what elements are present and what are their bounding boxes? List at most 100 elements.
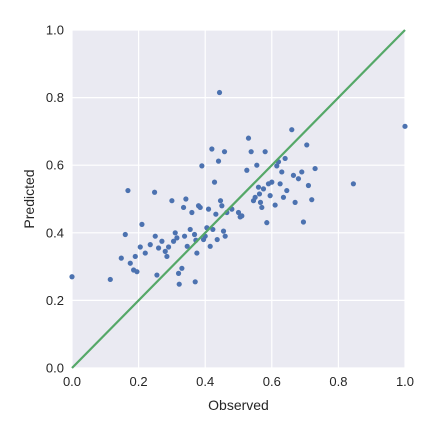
data-point [139, 221, 145, 227]
data-point [207, 243, 213, 249]
reference-line [71, 29, 406, 369]
data-point [211, 179, 218, 185]
data-point [289, 127, 295, 133]
data-point [155, 245, 162, 251]
data-point [122, 231, 128, 238]
data-point [179, 265, 185, 271]
y-axis-label: Predicted [21, 169, 37, 228]
data-point [254, 162, 260, 168]
data-point [154, 272, 160, 278]
data-point [184, 243, 190, 249]
data-point [205, 206, 212, 212]
data-point [132, 253, 138, 260]
data-point [183, 196, 189, 202]
data-point [402, 123, 408, 129]
data-point [125, 187, 131, 194]
data-point [239, 213, 245, 219]
data-point [248, 149, 254, 155]
data-point [187, 226, 193, 233]
data-point [260, 186, 267, 192]
x-tick-label: 0.8 [329, 374, 347, 389]
data-point [159, 238, 165, 244]
data-point [309, 197, 315, 203]
data-point [192, 279, 198, 285]
data-point [235, 209, 242, 216]
data-point [292, 199, 298, 205]
x-tick-labels: 0.0 0.2 0.4 0.6 0.8 1.0 [63, 374, 414, 389]
data-point [221, 149, 228, 155]
y-tick-label: 1.0 [46, 23, 64, 38]
data-point [174, 235, 180, 241]
data-point [214, 236, 220, 243]
data-point [257, 199, 264, 205]
data-point [279, 169, 285, 175]
data-point [197, 204, 203, 211]
data-point [189, 209, 195, 216]
x-tick-label: 0.6 [263, 374, 281, 389]
data-point [194, 250, 200, 256]
x-tick-label: 0.4 [196, 374, 214, 389]
y-tick-labels: 0.0 0.2 0.4 0.6 0.8 1.0 [46, 23, 64, 376]
data-point [147, 242, 153, 248]
data-point [272, 202, 278, 208]
data-point [222, 233, 228, 239]
data-point [210, 226, 216, 233]
data-point [217, 198, 224, 204]
y-tick-label: 0.8 [46, 90, 64, 105]
data-point [172, 230, 178, 236]
data-point [269, 179, 275, 185]
data-point [69, 274, 75, 280]
data-point [219, 203, 225, 209]
y-tick-label: 0.4 [46, 225, 64, 240]
data-point [169, 198, 175, 204]
data-point [280, 194, 287, 200]
data-point [213, 211, 219, 217]
x-axis-label: Observed [208, 397, 269, 413]
data-point [209, 146, 215, 152]
data-point [350, 181, 356, 187]
y-tick-label: 0.0 [46, 361, 64, 376]
data-point [142, 250, 148, 256]
data-point [295, 176, 302, 182]
data-point [191, 231, 198, 238]
y-tick-label: 0.6 [46, 158, 64, 173]
y-tick-label: 0.2 [46, 293, 64, 308]
data-point [245, 135, 252, 141]
data-point [170, 238, 177, 244]
data-point [262, 149, 268, 155]
data-point [304, 142, 310, 148]
data-point [274, 163, 280, 169]
data-point [180, 204, 187, 211]
data-point [164, 253, 170, 260]
data-point [181, 233, 188, 239]
x-tick-label: 0.0 [63, 374, 81, 389]
data-point [118, 255, 124, 261]
x-tick-label: 0.2 [130, 374, 148, 389]
data-point [305, 182, 312, 189]
data-point [312, 165, 318, 172]
data-point [300, 219, 307, 225]
data-point [299, 169, 305, 175]
grid-lines [71, 29, 406, 369]
data-point [284, 187, 290, 194]
data-point [282, 155, 288, 162]
data-point [127, 260, 133, 266]
data-point [259, 204, 265, 211]
data-point [290, 172, 297, 178]
data-point [256, 191, 263, 197]
data-point [216, 89, 223, 96]
data-point [162, 248, 168, 254]
data-point [267, 193, 273, 199]
data-point [151, 189, 158, 195]
data-point [277, 181, 283, 187]
data-point [176, 281, 182, 287]
data-point [175, 270, 182, 276]
data-point [264, 220, 270, 226]
data-point [252, 194, 258, 200]
data-point [215, 158, 222, 164]
data-point [220, 228, 227, 234]
data-point [244, 167, 250, 173]
data-point [134, 269, 140, 275]
data-point [152, 233, 158, 239]
